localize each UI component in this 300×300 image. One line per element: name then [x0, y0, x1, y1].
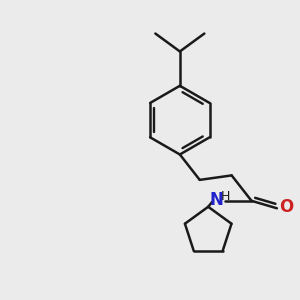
Text: O: O	[279, 198, 293, 216]
Text: N: N	[209, 190, 223, 208]
Text: H: H	[220, 190, 230, 202]
